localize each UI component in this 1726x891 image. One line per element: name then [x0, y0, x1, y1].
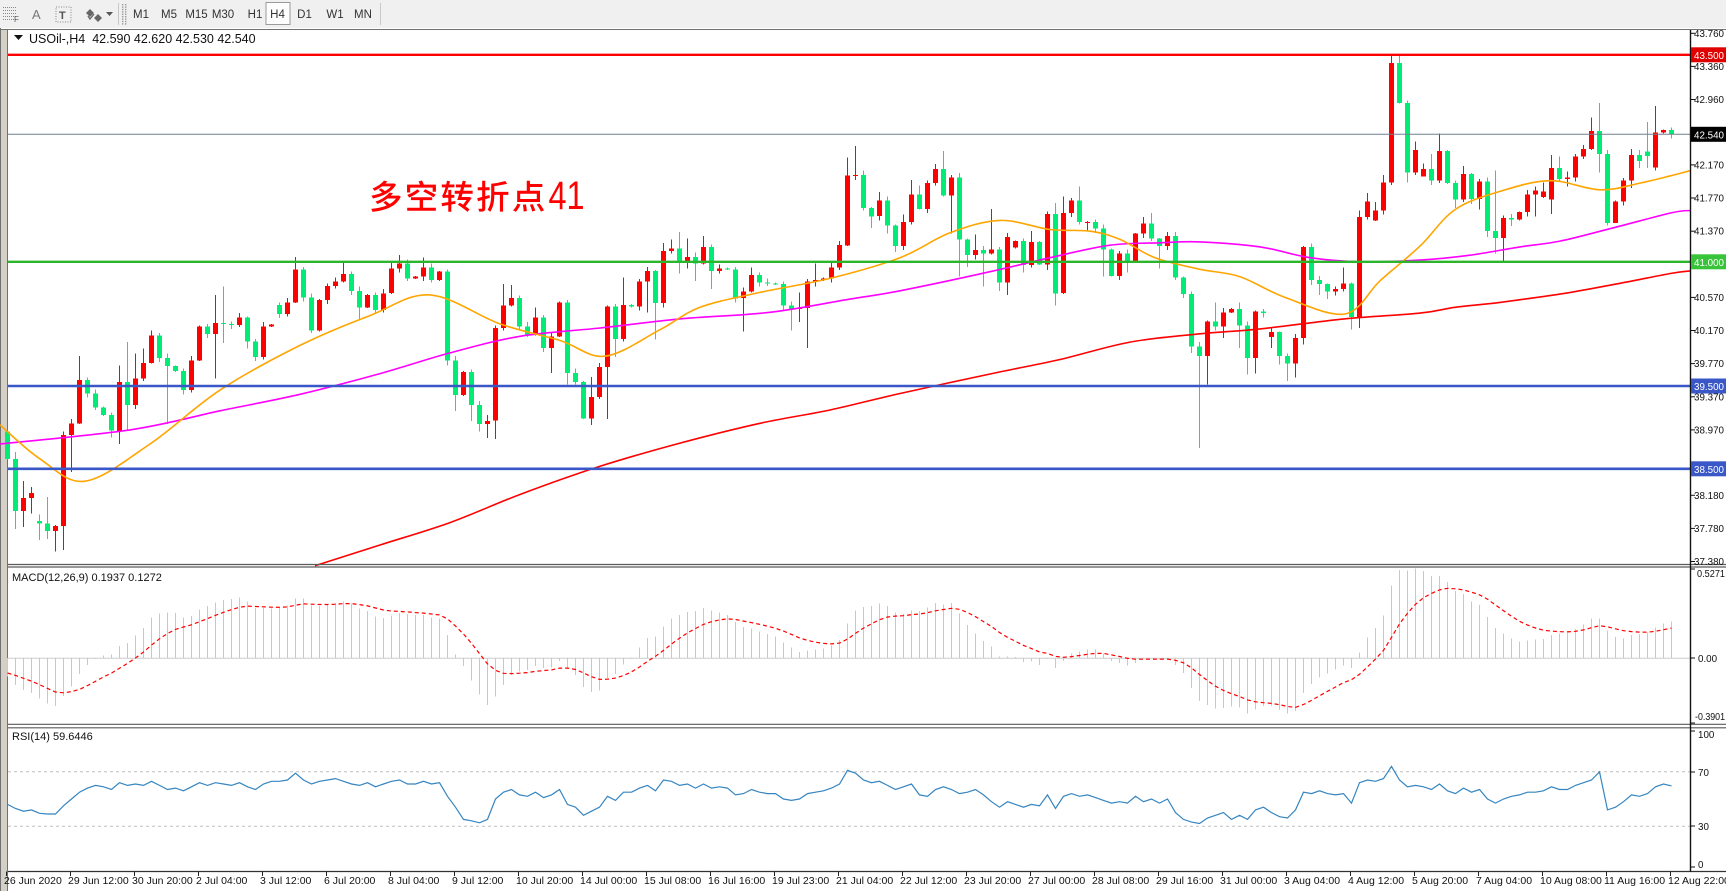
svg-text:7 Aug 04:00: 7 Aug 04:00: [1476, 875, 1532, 887]
svg-text:41.000: 41.000: [1694, 258, 1725, 269]
svg-text:8 Jul 04:00: 8 Jul 04:00: [388, 875, 440, 887]
svg-text:12 Aug 22:00: 12 Aug 22:00: [1668, 875, 1726, 887]
svg-text:28 Jul 08:00: 28 Jul 08:00: [1092, 875, 1149, 887]
svg-text:21 Jul 04:00: 21 Jul 04:00: [836, 875, 893, 887]
svg-text:14 Jul 00:00: 14 Jul 00:00: [580, 875, 637, 887]
svg-text:43.500: 43.500: [1694, 51, 1725, 62]
svg-text:16 Jul 16:00: 16 Jul 16:00: [708, 875, 765, 887]
svg-text:-0.3901: -0.3901: [1695, 712, 1725, 723]
svg-text:37.780: 37.780: [1694, 524, 1725, 535]
svg-text:D1: D1: [297, 9, 312, 21]
svg-text:29 Jun 12:00: 29 Jun 12:00: [68, 875, 129, 887]
svg-text:0: 0: [1698, 860, 1704, 871]
svg-text:39.370: 39.370: [1694, 392, 1725, 403]
svg-text:2 Jul 04:00: 2 Jul 04:00: [196, 875, 248, 887]
svg-text:10 Aug 08:00: 10 Aug 08:00: [1540, 875, 1602, 887]
svg-text:29 Jul 16:00: 29 Jul 16:00: [1156, 875, 1213, 887]
svg-text:40.170: 40.170: [1694, 326, 1725, 337]
svg-text:43.760: 43.760: [1694, 29, 1725, 40]
svg-text:27 Jul 00:00: 27 Jul 00:00: [1028, 875, 1085, 887]
svg-text:MN: MN: [354, 9, 372, 21]
svg-text:6 Jul 20:00: 6 Jul 20:00: [324, 875, 376, 887]
svg-text:M1: M1: [133, 9, 149, 21]
svg-text:3 Aug 04:00: 3 Aug 04:00: [1284, 875, 1340, 887]
svg-text:MACD(12,26,9) 0.1937 0.1272: MACD(12,26,9) 0.1937 0.1272: [12, 572, 162, 584]
svg-text:USOil-,H4 42.590 42.620 42.53: USOil-,H4 42.590 42.620 42.530 42.540: [29, 32, 256, 46]
svg-text:42.540: 42.540: [1694, 130, 1725, 141]
svg-text:41.770: 41.770: [1694, 194, 1725, 205]
svg-text:11 Aug 16:00: 11 Aug 16:00: [1604, 875, 1665, 887]
svg-text:W1: W1: [326, 9, 343, 21]
svg-text:15 Jul 08:00: 15 Jul 08:00: [644, 875, 701, 887]
svg-text:0.5271: 0.5271: [1697, 569, 1725, 580]
svg-text:9 Jul 12:00: 9 Jul 12:00: [452, 875, 504, 887]
svg-text:5 Aug 20:00: 5 Aug 20:00: [1412, 875, 1468, 887]
svg-text:30: 30: [1698, 822, 1709, 833]
svg-text:42.960: 42.960: [1694, 95, 1725, 106]
svg-text:38.180: 38.180: [1694, 491, 1725, 502]
svg-text:41.370: 41.370: [1694, 227, 1725, 238]
svg-text:37.380: 37.380: [1694, 557, 1725, 568]
svg-text:31 Jul 00:00: 31 Jul 00:00: [1220, 875, 1277, 887]
svg-text:3 Jul 12:00: 3 Jul 12:00: [260, 875, 312, 887]
svg-text:70: 70: [1698, 768, 1709, 779]
svg-text:39.500: 39.500: [1694, 382, 1725, 393]
svg-text:38.970: 38.970: [1694, 425, 1725, 436]
svg-text:F: F: [14, 15, 19, 24]
svg-text:M15: M15: [185, 9, 207, 21]
svg-text:41: 41: [549, 174, 585, 218]
svg-text:T: T: [59, 10, 66, 22]
svg-text:M5: M5: [161, 9, 177, 21]
svg-text:26 Jun 2020: 26 Jun 2020: [4, 875, 62, 887]
svg-text:RSI(14) 59.6446: RSI(14) 59.6446: [12, 731, 93, 743]
svg-text:40.570: 40.570: [1694, 293, 1725, 304]
svg-text:H4: H4: [270, 9, 285, 21]
svg-text:38.500: 38.500: [1694, 465, 1725, 476]
svg-text:M30: M30: [212, 9, 234, 21]
svg-text:100: 100: [1698, 730, 1715, 741]
svg-text:22 Jul 12:00: 22 Jul 12:00: [900, 875, 957, 887]
svg-text:19 Jul 23:00: 19 Jul 23:00: [772, 875, 829, 887]
svg-text:42.170: 42.170: [1694, 160, 1725, 171]
svg-text:4 Aug 12:00: 4 Aug 12:00: [1348, 875, 1404, 887]
svg-text:30 Jun 20:00: 30 Jun 20:00: [132, 875, 193, 887]
svg-text:10 Jul 20:00: 10 Jul 20:00: [516, 875, 573, 887]
svg-text:H1: H1: [248, 9, 263, 21]
svg-text:0.00: 0.00: [1698, 654, 1718, 665]
svg-text:39.770: 39.770: [1694, 359, 1725, 370]
svg-text:43.360: 43.360: [1694, 62, 1725, 73]
svg-text:A: A: [32, 7, 41, 22]
svg-text:23 Jul 20:00: 23 Jul 20:00: [964, 875, 1021, 887]
